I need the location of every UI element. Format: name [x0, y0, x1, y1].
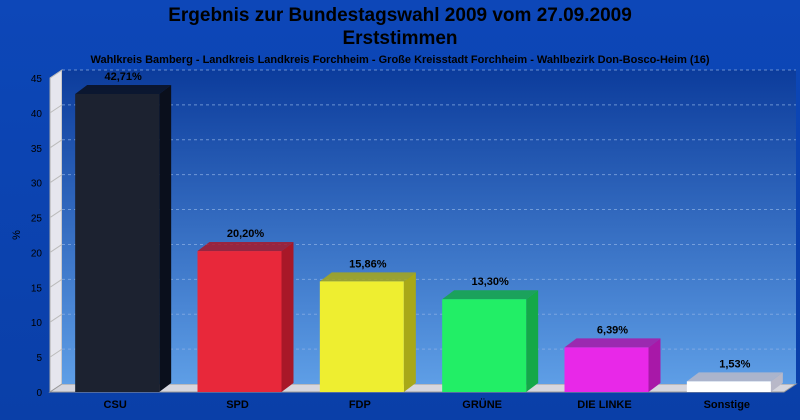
y-tick-label: 30 [31, 179, 43, 190]
y-tick-label: 45 [31, 74, 43, 85]
bar-top [197, 242, 294, 252]
plot-left-wall [49, 69, 63, 393]
x-tick-label: FDP [349, 399, 371, 411]
data-label: 15,86% [349, 258, 387, 270]
gridline-wall [49, 209, 63, 218]
bar [75, 93, 160, 392]
gridline-wall [49, 104, 63, 114]
chart-title-secondary: Erststimmen [342, 28, 458, 49]
y-tick-label: 0 [36, 388, 42, 399]
x-tick-label: GRÜNE [462, 398, 502, 411]
bar-group: 42,71% CSU [75, 71, 172, 411]
bar-group: 1,53% Sonstige [686, 358, 783, 411]
gridline-wall [49, 313, 63, 323]
gridline-wall [49, 278, 63, 288]
y-tick-label: 15 [31, 283, 43, 294]
y-tick-label: 40 [31, 109, 43, 120]
bar-group: 20,20% SPD [197, 228, 294, 411]
plot-area [62, 70, 796, 384]
bar-top [686, 372, 783, 382]
y-tick-label: 20 [31, 248, 43, 259]
bar-side [526, 290, 539, 392]
data-label: 1,53% [719, 358, 750, 370]
gridline-wall [49, 348, 63, 358]
x-tick-label: CSU [104, 399, 127, 411]
bar-top [75, 84, 172, 94]
data-label: 6,39% [597, 324, 628, 336]
bar-group: 13,30% GRÜNE [442, 276, 539, 411]
bar [197, 251, 282, 392]
bar-side [281, 242, 294, 392]
bar-side [159, 84, 172, 392]
gridline-wall [49, 174, 63, 184]
bar [319, 281, 404, 392]
x-tick-label: DIE LINKE [577, 399, 631, 411]
bar-side [770, 372, 783, 392]
gridline-wall [49, 244, 63, 253]
bar-top [319, 272, 416, 282]
gridline-wall [49, 69, 63, 79]
x-tick-label: Sonstige [704, 399, 750, 411]
bar [442, 299, 527, 392]
y-tick-label: 5 [36, 353, 42, 364]
data-label: 20,20% [227, 228, 265, 240]
y-tick-label: 25 [31, 214, 43, 225]
bar-group: 6,39% DIE LINKE [564, 324, 661, 411]
gridline-wall [49, 139, 63, 149]
bar-side [648, 338, 661, 392]
data-label: 13,30% [472, 276, 510, 288]
bar-side [403, 272, 416, 392]
bar-top [442, 290, 539, 300]
bar [564, 347, 649, 392]
y-axis-label: % [11, 230, 23, 240]
chart-title: Ergebnis zur Bundestagswahl 2009 vom 27.… [168, 5, 632, 26]
y-tick-label: 10 [31, 318, 43, 329]
bar-group: 15,86% FDP [319, 258, 416, 411]
x-tick-label: SPD [226, 399, 249, 411]
bar [686, 381, 771, 392]
data-label: 42,71% [105, 71, 143, 83]
bar-top [564, 338, 661, 348]
chart-subtitle: Wahlkreis Bamberg - Landkreis Landkreis … [90, 54, 710, 66]
y-tick-label: 35 [31, 144, 43, 155]
